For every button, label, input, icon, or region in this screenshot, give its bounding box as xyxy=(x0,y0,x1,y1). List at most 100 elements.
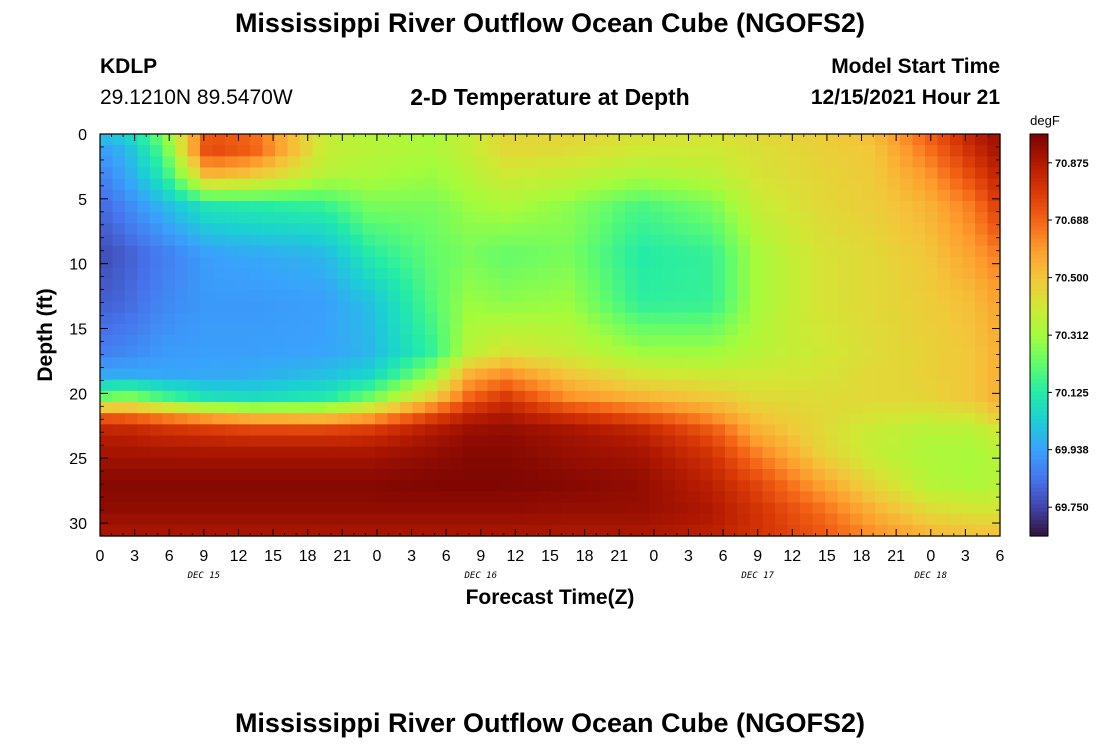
heatmap-cell xyxy=(462,469,476,481)
heatmap-cell xyxy=(525,379,539,392)
x-axis-label: Forecast Time(Z) xyxy=(466,586,635,609)
colorbar: 70.87570.68870.50070.31270.12569.93869.7… xyxy=(1029,133,1089,537)
heatmap-cell xyxy=(900,134,914,146)
heatmap-cell xyxy=(525,301,539,314)
heatmap-cell xyxy=(375,469,389,481)
heatmap-cell xyxy=(912,446,926,459)
y-tick-label: 0 xyxy=(78,127,87,144)
heatmap-cell xyxy=(125,346,139,358)
heatmap-cell xyxy=(212,390,226,403)
heatmap-cell xyxy=(962,268,976,280)
heatmap-cell xyxy=(987,279,1001,291)
heatmap-cell xyxy=(125,368,139,381)
heatmap-cell xyxy=(325,212,339,224)
heatmap-cell xyxy=(687,469,701,481)
heatmap-cell xyxy=(187,457,201,470)
heatmap-cell xyxy=(137,212,151,224)
heatmap-cell xyxy=(525,312,539,325)
heatmap-cell xyxy=(412,402,426,414)
heatmap-cell xyxy=(862,469,876,481)
heatmap-cell xyxy=(875,212,889,224)
heatmap-cell xyxy=(700,134,714,146)
heatmap-cell xyxy=(225,212,239,224)
heatmap-cell xyxy=(287,134,301,146)
heatmap-cell xyxy=(162,301,176,314)
heatmap-cell xyxy=(462,312,476,325)
heatmap-cell xyxy=(162,435,176,448)
heatmap-cell xyxy=(500,290,514,303)
heatmap-cell xyxy=(900,346,914,358)
heatmap-cell xyxy=(800,446,814,459)
heatmap-cell xyxy=(225,312,239,325)
heatmap-cell xyxy=(225,134,239,146)
heatmap-cell xyxy=(600,435,614,448)
heatmap-cell xyxy=(950,457,964,470)
heatmap-cell xyxy=(225,156,239,169)
heatmap-cell xyxy=(862,256,876,269)
heatmap-cell xyxy=(212,256,226,269)
heatmap-cell xyxy=(512,424,526,437)
heatmap-cell xyxy=(437,279,451,291)
heatmap-cell xyxy=(937,290,951,303)
heatmap-cell xyxy=(275,480,289,492)
heatmap-cell xyxy=(962,312,976,325)
heatmap-cell xyxy=(487,368,501,381)
heatmap-cell xyxy=(950,279,964,291)
heatmap-cell xyxy=(925,134,939,146)
heatmap-cell xyxy=(887,402,901,414)
heatmap-cell xyxy=(912,524,926,537)
heatmap-cell xyxy=(400,480,414,492)
heatmap-cell xyxy=(937,245,951,258)
heatmap-cell xyxy=(475,480,489,492)
heatmap-cell xyxy=(712,156,726,169)
heatmap-cell xyxy=(162,156,176,169)
heatmap-cell xyxy=(575,368,589,381)
heatmap-cell xyxy=(712,301,726,314)
heatmap-cell xyxy=(987,502,1001,515)
heatmap-cell xyxy=(850,480,864,492)
heatmap-cell xyxy=(862,513,876,526)
heatmap-cell xyxy=(350,424,364,437)
heatmap-cell xyxy=(962,145,976,157)
heatmap-cell xyxy=(100,223,114,236)
heatmap-cell xyxy=(875,357,889,370)
heatmap-cell xyxy=(175,379,189,392)
heatmap-cell xyxy=(200,446,214,459)
heatmap-cell xyxy=(387,480,401,492)
heatmap-cell xyxy=(125,301,139,314)
heatmap-cell xyxy=(387,457,401,470)
heatmap-cell xyxy=(550,312,564,325)
heatmap-cell xyxy=(712,502,726,515)
heatmap-cell xyxy=(975,201,989,213)
heatmap-cell xyxy=(550,502,564,515)
heatmap-cell xyxy=(937,402,951,414)
heatmap-cell xyxy=(775,323,789,336)
heatmap-cell xyxy=(287,513,301,526)
heatmap-cell xyxy=(387,335,401,347)
heatmap-cell xyxy=(562,480,576,492)
heatmap-cell xyxy=(237,480,251,492)
heatmap-cell xyxy=(837,178,851,191)
heatmap-cell xyxy=(225,279,239,291)
heatmap-cell xyxy=(125,480,139,492)
heatmap-cell xyxy=(100,212,114,224)
x-tick-label: 6 xyxy=(996,548,1005,565)
colorbar-segment xyxy=(1030,507,1048,513)
heatmap-cell xyxy=(725,279,739,291)
heatmap-cell xyxy=(500,357,514,370)
heatmap-cell xyxy=(437,379,451,392)
heatmap-cell xyxy=(500,368,514,381)
heatmap-cell xyxy=(800,134,814,146)
heatmap-cell xyxy=(737,145,751,157)
heatmap-cell xyxy=(800,312,814,325)
heatmap-cell xyxy=(737,502,751,515)
heatmap-cell xyxy=(675,346,689,358)
heatmap-cell xyxy=(125,178,139,191)
heatmap-cell xyxy=(825,167,839,180)
heatmap-cell xyxy=(850,413,864,425)
heatmap-cell xyxy=(862,223,876,236)
heatmap-cell xyxy=(300,379,314,392)
heatmap-cell xyxy=(525,368,539,381)
heatmap-cell xyxy=(950,424,964,437)
x-day-label: DEC 15 xyxy=(187,571,221,581)
